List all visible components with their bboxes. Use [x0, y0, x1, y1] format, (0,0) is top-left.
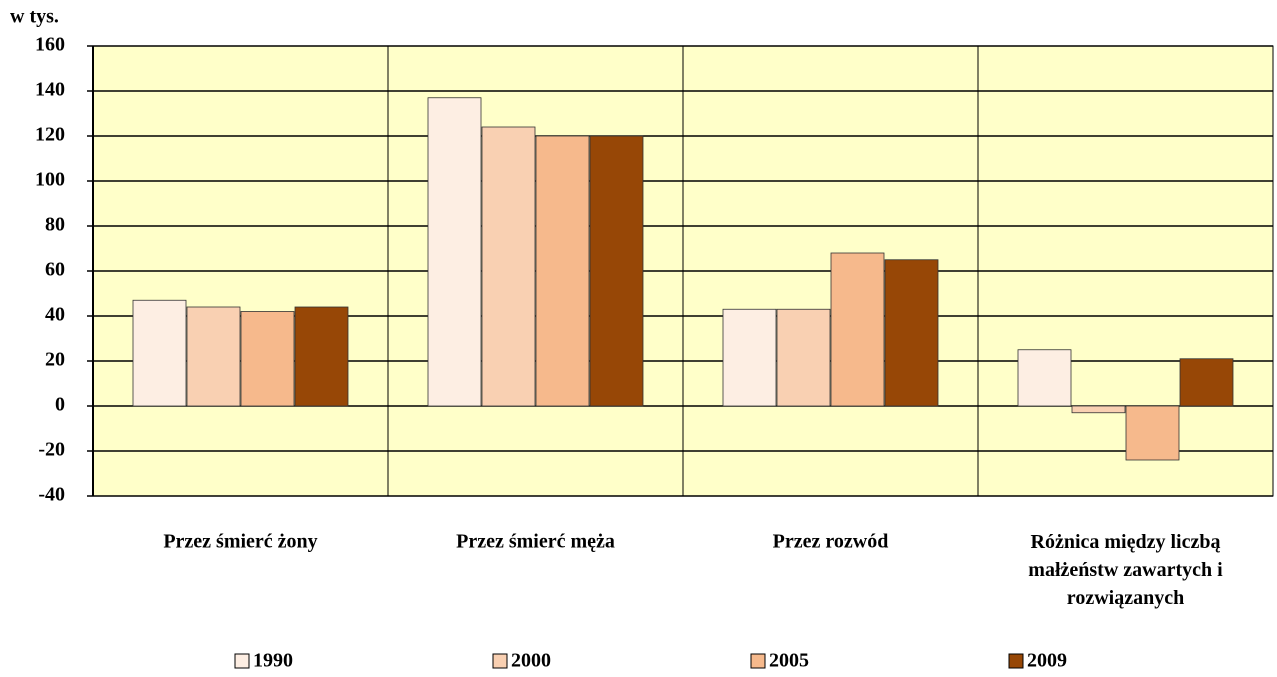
legend-label: 1990 — [253, 650, 293, 672]
bar — [589, 135, 644, 407]
bar — [884, 259, 939, 407]
y-tick-label: 20 — [45, 349, 65, 371]
bar — [240, 311, 295, 407]
y-tick-label: 40 — [45, 304, 65, 326]
x-tick-label: Różnica między liczbą małżeństw zawartych… — [1028, 531, 1223, 609]
y-tick-label: 120 — [35, 124, 65, 146]
bar — [132, 299, 187, 407]
y-tick-label: 160 — [35, 34, 65, 56]
x-tick-label: Przez śmierć żony — [163, 531, 317, 553]
bar — [830, 252, 885, 407]
y-tick-label: 100 — [35, 169, 65, 191]
y-tick-label: 140 — [35, 79, 65, 101]
bar — [481, 126, 536, 407]
bar — [722, 308, 777, 407]
legend-label: 2009 — [1027, 650, 1067, 672]
legend-swatch — [492, 653, 508, 669]
y-tick-label: -20 — [38, 439, 65, 461]
plot-border — [92, 45, 1274, 497]
bar — [1125, 405, 1180, 461]
bar — [1017, 349, 1072, 407]
y-tick-label: 80 — [45, 214, 65, 236]
bar — [776, 308, 831, 407]
y-axis-label: w tys. — [10, 6, 59, 28]
bar — [186, 306, 241, 407]
legend-swatch — [1008, 653, 1024, 669]
x-tick-label: Przez śmierć męża — [456, 531, 615, 553]
legend-label: 2000 — [511, 650, 551, 672]
bar — [294, 306, 349, 407]
legend-swatch — [234, 653, 250, 669]
bar — [1179, 358, 1234, 407]
bar — [1071, 405, 1126, 414]
y-tick-label: 60 — [45, 259, 65, 281]
bar — [535, 135, 590, 407]
legend-swatch — [750, 653, 766, 669]
y-tick-label: 0 — [55, 394, 65, 416]
bar — [427, 97, 482, 407]
legend-label: 2005 — [769, 650, 809, 672]
x-tick-label: Przez rozwód — [773, 531, 889, 553]
y-tick-label: -40 — [38, 484, 65, 506]
